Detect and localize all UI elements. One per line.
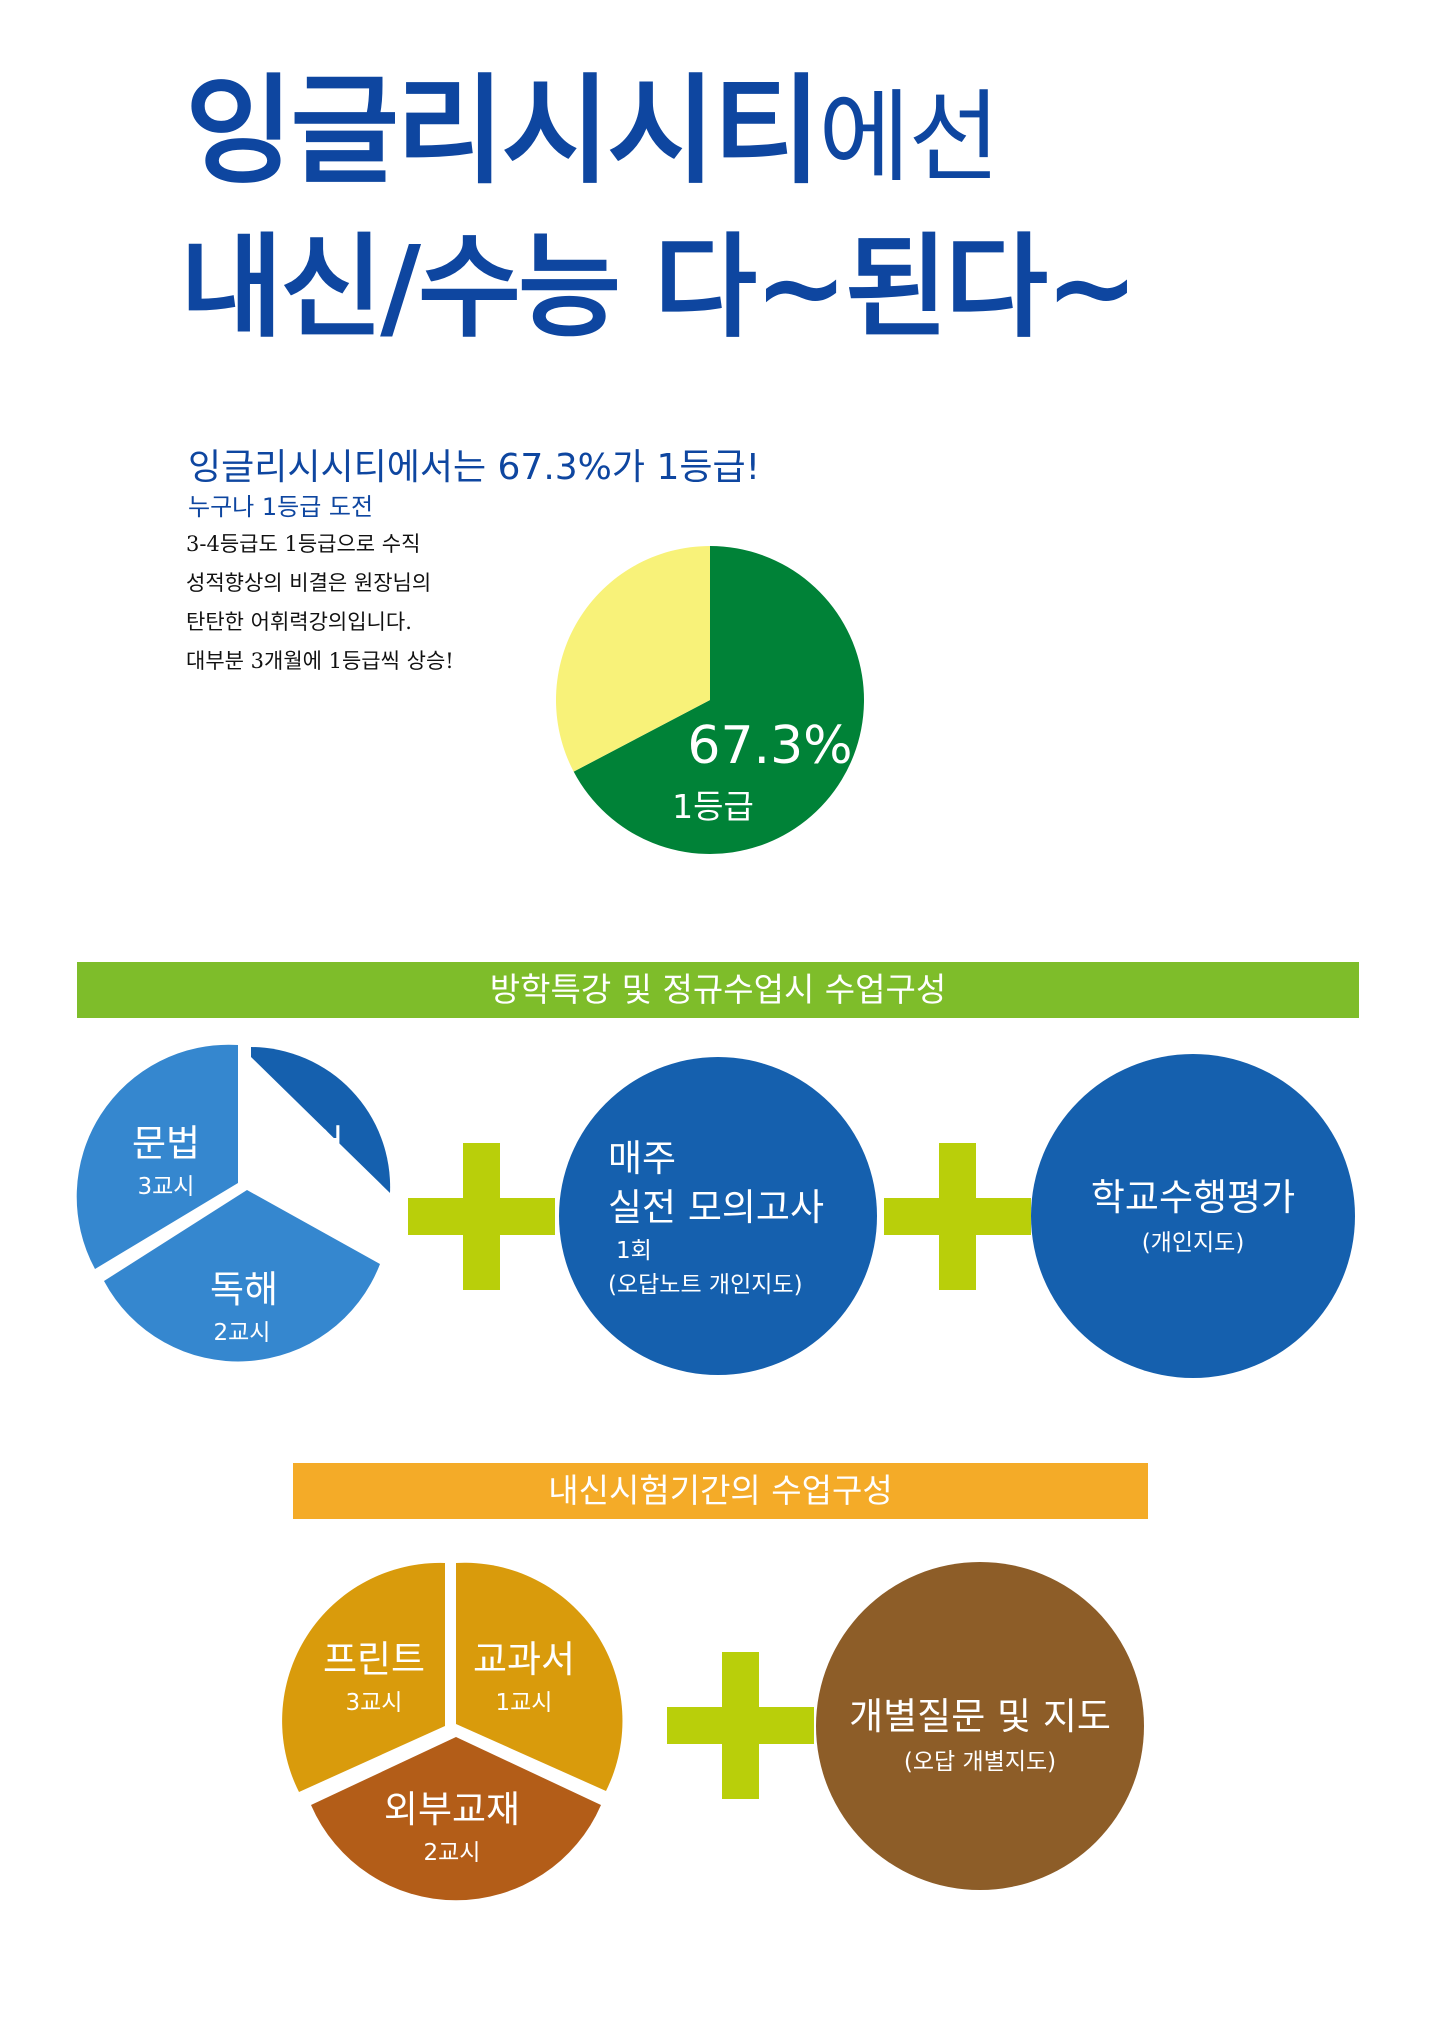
intro-desc-line-4: 대부분 3개월에 1등급씩 상승! [186, 649, 454, 673]
pie-slice-2 [556, 546, 710, 772]
intro-subheadline: 누구나 1등급 도전 [188, 493, 374, 521]
personal-guidance-circle [816, 1562, 1144, 1890]
wheel-label-reading: 독해 [210, 1268, 278, 1311]
wheel-sub-print: 3교시 [346, 1690, 403, 1716]
wheel-label-word: 단어 [276, 1122, 344, 1165]
wheel-sub-external: 2교시 [424, 1840, 481, 1866]
wheel-sub-reading: 2교시 [214, 1320, 271, 1346]
regular-class-banner: 방학특강 및 정규수업시 수업구성 [77, 962, 1359, 1018]
wheel-label-external: 외부교재 [384, 1788, 520, 1831]
wheel-label-grammar: 문법 [132, 1122, 200, 1165]
weekly-exam-circle [559, 1057, 877, 1375]
plus-icon [667, 1652, 814, 1799]
wheel-segment-external [311, 1737, 601, 1901]
weekly-exam-line3: 1회 [616, 1238, 652, 1264]
school-evaluation-circle [1031, 1054, 1355, 1378]
page-title-line2: 내신/수능 다~된다~ [180, 223, 1139, 353]
intro-desc-line-2: 성적향상의 비결은 원장님의 [186, 571, 432, 595]
weekly-exam-line1: 매주 [608, 1137, 676, 1180]
intro-desc-line-1: 3-4등급도 1등급으로 수직 [186, 532, 421, 556]
school-evaluation-sub: (개인지도) [1142, 1230, 1245, 1256]
wheel-segment-print [282, 1562, 445, 1792]
wheel-segment-reading [104, 1190, 380, 1362]
plus-icon [408, 1143, 555, 1290]
wheel-label-print: 프린트 [323, 1638, 425, 1681]
plus-icon [884, 1143, 1031, 1290]
wheel-sub-textbook: 1교시 [496, 1690, 553, 1716]
pie-data-label-value: 67.3% [687, 716, 852, 776]
pie-data-label-text: 1등급 [672, 787, 754, 826]
school-evaluation-title: 학교수행평가 [1091, 1176, 1295, 1219]
weekly-exam-line2: 실전 모의고사 [608, 1186, 824, 1229]
wheel-segment-word [251, 1047, 391, 1193]
weekly-exam-line4: (오답노트 개인지도) [608, 1272, 803, 1298]
wheel-segment-grammar [76, 1044, 238, 1269]
intro-headline: 잉글리시시티에서는 67.3%가 1등급! [188, 447, 761, 488]
wheel-label-textbook: 교과서 [473, 1638, 575, 1681]
exam-class-banner: 내신시험기간의 수업구성 [293, 1463, 1148, 1519]
title-brand: 잉글리시시티 [185, 62, 821, 200]
wheel-segment-textbook [456, 1562, 623, 1791]
personal-guidance-title: 개별질문 및 지도 [849, 1695, 1111, 1738]
pie-slice-1 [573, 546, 864, 855]
wheel-sub-word: 1교시 [284, 1174, 341, 1200]
personal-guidance-sub: (오답 개별지도) [904, 1749, 1056, 1775]
intro-desc-line-3: 탄탄한 어휘력강의입니다. [186, 610, 412, 634]
wheel-sub-grammar: 3교시 [138, 1174, 195, 1200]
grade-pie-chart [556, 546, 864, 855]
title-suffix: 에선 [818, 79, 1000, 196]
page-title-line1: 잉글리시시티에선 [185, 72, 1000, 190]
